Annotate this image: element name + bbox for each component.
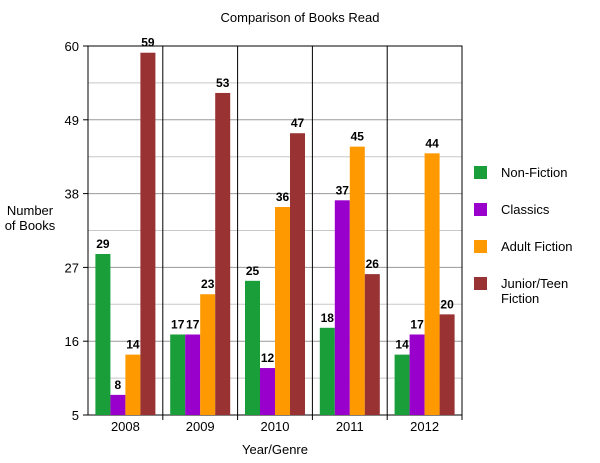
bar: [334, 200, 350, 415]
legend-item-non-fiction: Non-Fiction: [474, 160, 598, 197]
data-label: 53: [216, 76, 230, 90]
bar: [409, 334, 425, 415]
bar: [140, 52, 156, 415]
bar: [260, 368, 275, 415]
y-tick-label: 38: [65, 187, 79, 202]
legend-swatch-adult-fiction: [474, 240, 487, 253]
bar: [95, 253, 111, 415]
y-axis-label: Number of Books: [4, 203, 56, 233]
x-tick-label: 2009: [186, 419, 215, 434]
bar: [319, 327, 335, 415]
legend-swatch-classics: [474, 203, 487, 216]
x-axis-label: Year/Genre: [241, 442, 308, 457]
data-label: 29: [96, 237, 110, 251]
data-label: 14: [126, 338, 140, 352]
bar: [245, 280, 260, 415]
bar: [364, 274, 380, 415]
data-label: 17: [171, 317, 185, 331]
y-tick-label: 27: [65, 260, 79, 275]
data-label: 12: [261, 351, 275, 365]
data-label: 59: [141, 36, 155, 50]
bar: [290, 133, 305, 415]
y-tick-label: 49: [65, 113, 79, 128]
y-tick-label: 16: [65, 334, 79, 349]
bar: [215, 92, 231, 416]
legend-item-junior-teen-fiction: Junior/Teen Fiction: [474, 271, 598, 308]
bar: [424, 153, 440, 415]
legend-label-non-fiction: Non-Fiction: [501, 165, 568, 180]
bar: [349, 146, 365, 416]
data-label: 47: [291, 116, 305, 130]
legend-label-classics: Classics: [501, 202, 550, 217]
chart-title: Comparison of Books Read: [220, 10, 380, 25]
data-label: 26: [366, 257, 380, 271]
legend-swatch-non-fiction: [474, 166, 487, 179]
data-label: 36: [276, 190, 290, 204]
legend-item-classics: Classics: [474, 197, 598, 234]
data-label: 25: [246, 264, 260, 278]
data-label: 45: [351, 130, 365, 144]
x-tick-label: 2011: [336, 419, 364, 434]
data-label: 23: [201, 277, 215, 291]
bar: [275, 207, 290, 415]
legend-swatch-junior-teen-fiction: [474, 277, 487, 290]
data-label: 8: [115, 378, 122, 392]
bar: [200, 294, 216, 415]
chart-legend: Non-Fiction Classics Adult Fiction Junio…: [474, 160, 598, 308]
data-label: 17: [410, 317, 424, 331]
data-label: 20: [440, 297, 454, 311]
data-label: 17: [186, 317, 200, 331]
y-tick-label: 60: [65, 39, 79, 54]
bar: [394, 354, 410, 415]
data-label: 44: [425, 136, 439, 150]
x-tick-label: 2008: [111, 419, 140, 434]
data-label: 18: [321, 311, 335, 325]
bar: [125, 354, 141, 415]
x-tick-label: 2012: [410, 419, 439, 434]
x-tick-label: 2010: [261, 419, 290, 434]
bar: [110, 394, 126, 415]
legend-label-junior-teen-fiction: Junior/Teen Fiction: [501, 276, 569, 306]
data-label: 37: [336, 183, 350, 197]
legend-label-adult-fiction: Adult Fiction: [501, 239, 573, 254]
bar: [170, 334, 186, 415]
bar: [439, 314, 455, 415]
bar: [185, 334, 201, 415]
legend-item-adult-fiction: Adult Fiction: [474, 234, 598, 271]
y-tick-label: 5: [72, 408, 79, 423]
data-label: 14: [395, 338, 409, 352]
